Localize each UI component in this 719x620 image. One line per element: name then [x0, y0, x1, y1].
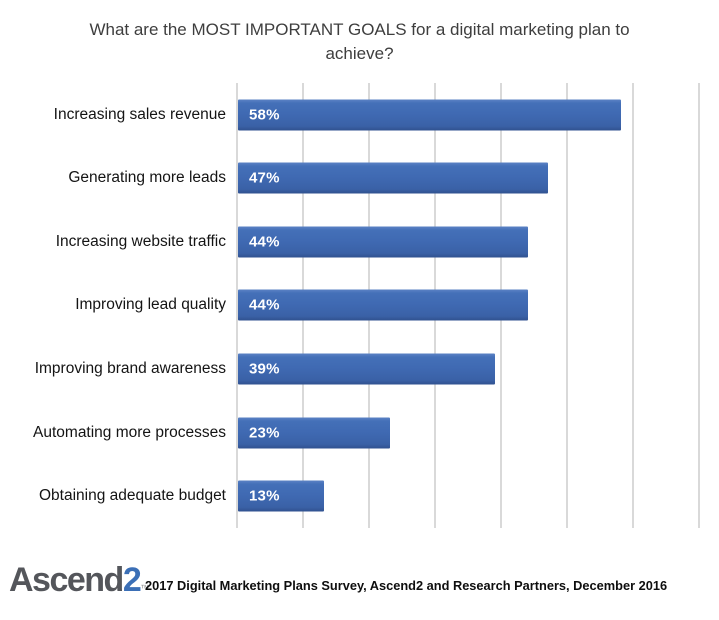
logo-word: Ascend — [9, 561, 124, 599]
bar-row: Increasing website traffic 44% — [0, 210, 719, 274]
bar-value-label: 13% — [249, 487, 280, 505]
bar-rows: Increasing sales revenue 58% Generating … — [0, 83, 719, 528]
bar-row: Automating more processes 23% — [0, 401, 719, 465]
logo-number: 2 — [122, 561, 142, 599]
footer: Ascend2™ 2017 Digital Marketing Plans Su… — [0, 556, 719, 616]
bar-row: Generating more leads 47% — [0, 147, 719, 211]
bar: 39% — [238, 353, 496, 385]
bar-value-label: 47% — [249, 169, 280, 187]
bar-row: Increasing sales revenue 58% — [0, 83, 719, 147]
gridline — [632, 83, 634, 528]
category-label: Obtaining adequate budget — [38, 487, 226, 505]
bar: 44% — [238, 289, 529, 321]
bar: 44% — [238, 226, 529, 258]
bar-value-label: 44% — [249, 296, 280, 314]
category-label: Automating more processes — [33, 423, 226, 441]
category-label: Improving lead quality — [75, 296, 226, 314]
gridline — [236, 83, 238, 528]
chart-title: What are the MOST IMPORTANT GOALS for a … — [0, 18, 719, 66]
source-attribution-text: 2017 Digital Marketing Plans Survey, Asc… — [145, 578, 668, 593]
bar: 58% — [238, 99, 621, 131]
chart-title-text: What are the MOST IMPORTANT GOALS for a … — [89, 20, 630, 63]
category-label: Increasing website traffic — [55, 232, 226, 250]
category-label: Generating more leads — [68, 169, 226, 187]
bar: 13% — [238, 480, 324, 512]
bar: 47% — [238, 162, 549, 194]
category-label: Improving brand awareness — [34, 360, 226, 378]
gridline — [566, 83, 568, 528]
bar-value-label: 44% — [249, 233, 280, 251]
category-label: Increasing sales revenue — [53, 105, 226, 123]
bar-row: Improving lead quality 44% — [0, 274, 719, 338]
ascend2-logo: Ascend2™ — [9, 563, 149, 597]
bar-value-label: 23% — [249, 424, 280, 442]
trademark-symbol: ™ — [140, 583, 150, 593]
bar-value-label: 58% — [249, 106, 280, 124]
bar-value-label: 39% — [249, 360, 280, 378]
gridline — [698, 83, 700, 528]
bar: 23% — [238, 417, 390, 449]
bar-row: Obtaining adequate budget 13% — [0, 464, 719, 528]
bar-row: Improving brand awareness 39% — [0, 337, 719, 401]
